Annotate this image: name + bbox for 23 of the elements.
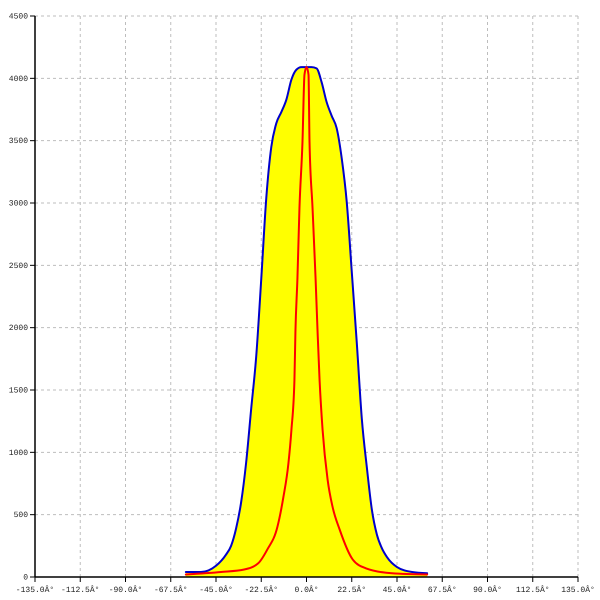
x-tick-label: -22.5Â° (244, 585, 278, 596)
x-tick-label: 0.0Â° (294, 585, 319, 596)
y-tick-label: 2000 (8, 324, 28, 334)
y-tick-label: 3000 (8, 200, 28, 209)
y-tick-label: 0 (23, 574, 28, 583)
x-tick-label: 67.5Â° (428, 585, 457, 596)
y-tick-label: 1000 (8, 448, 28, 458)
x-tick-label: -90.0Â° (108, 585, 142, 596)
x-tick-label: -112.5Â° (61, 585, 100, 596)
y-tick-label: 3500 (8, 137, 28, 146)
x-tick-label: -135.0Â° (16, 585, 54, 596)
x-tick-label: 22.5Â° (337, 585, 366, 596)
y-tick-label: 500 (14, 511, 28, 520)
x-tick-label: 90.0Â° (473, 585, 502, 596)
y-tick-label: 1500 (8, 386, 28, 396)
x-tick-label: 112.5Â° (516, 585, 550, 596)
y-tick-label: 4000 (8, 74, 28, 84)
y-tick-label: 4500 (8, 12, 28, 22)
x-tick-label: -45.0Â° (199, 585, 233, 596)
x-tick-label: 45.0Â° (382, 585, 412, 596)
x-tick-label: 135.0Â° (561, 585, 595, 596)
x-tick-label: -67.5Â° (154, 585, 188, 596)
y-tick-label: 2500 (8, 262, 28, 271)
